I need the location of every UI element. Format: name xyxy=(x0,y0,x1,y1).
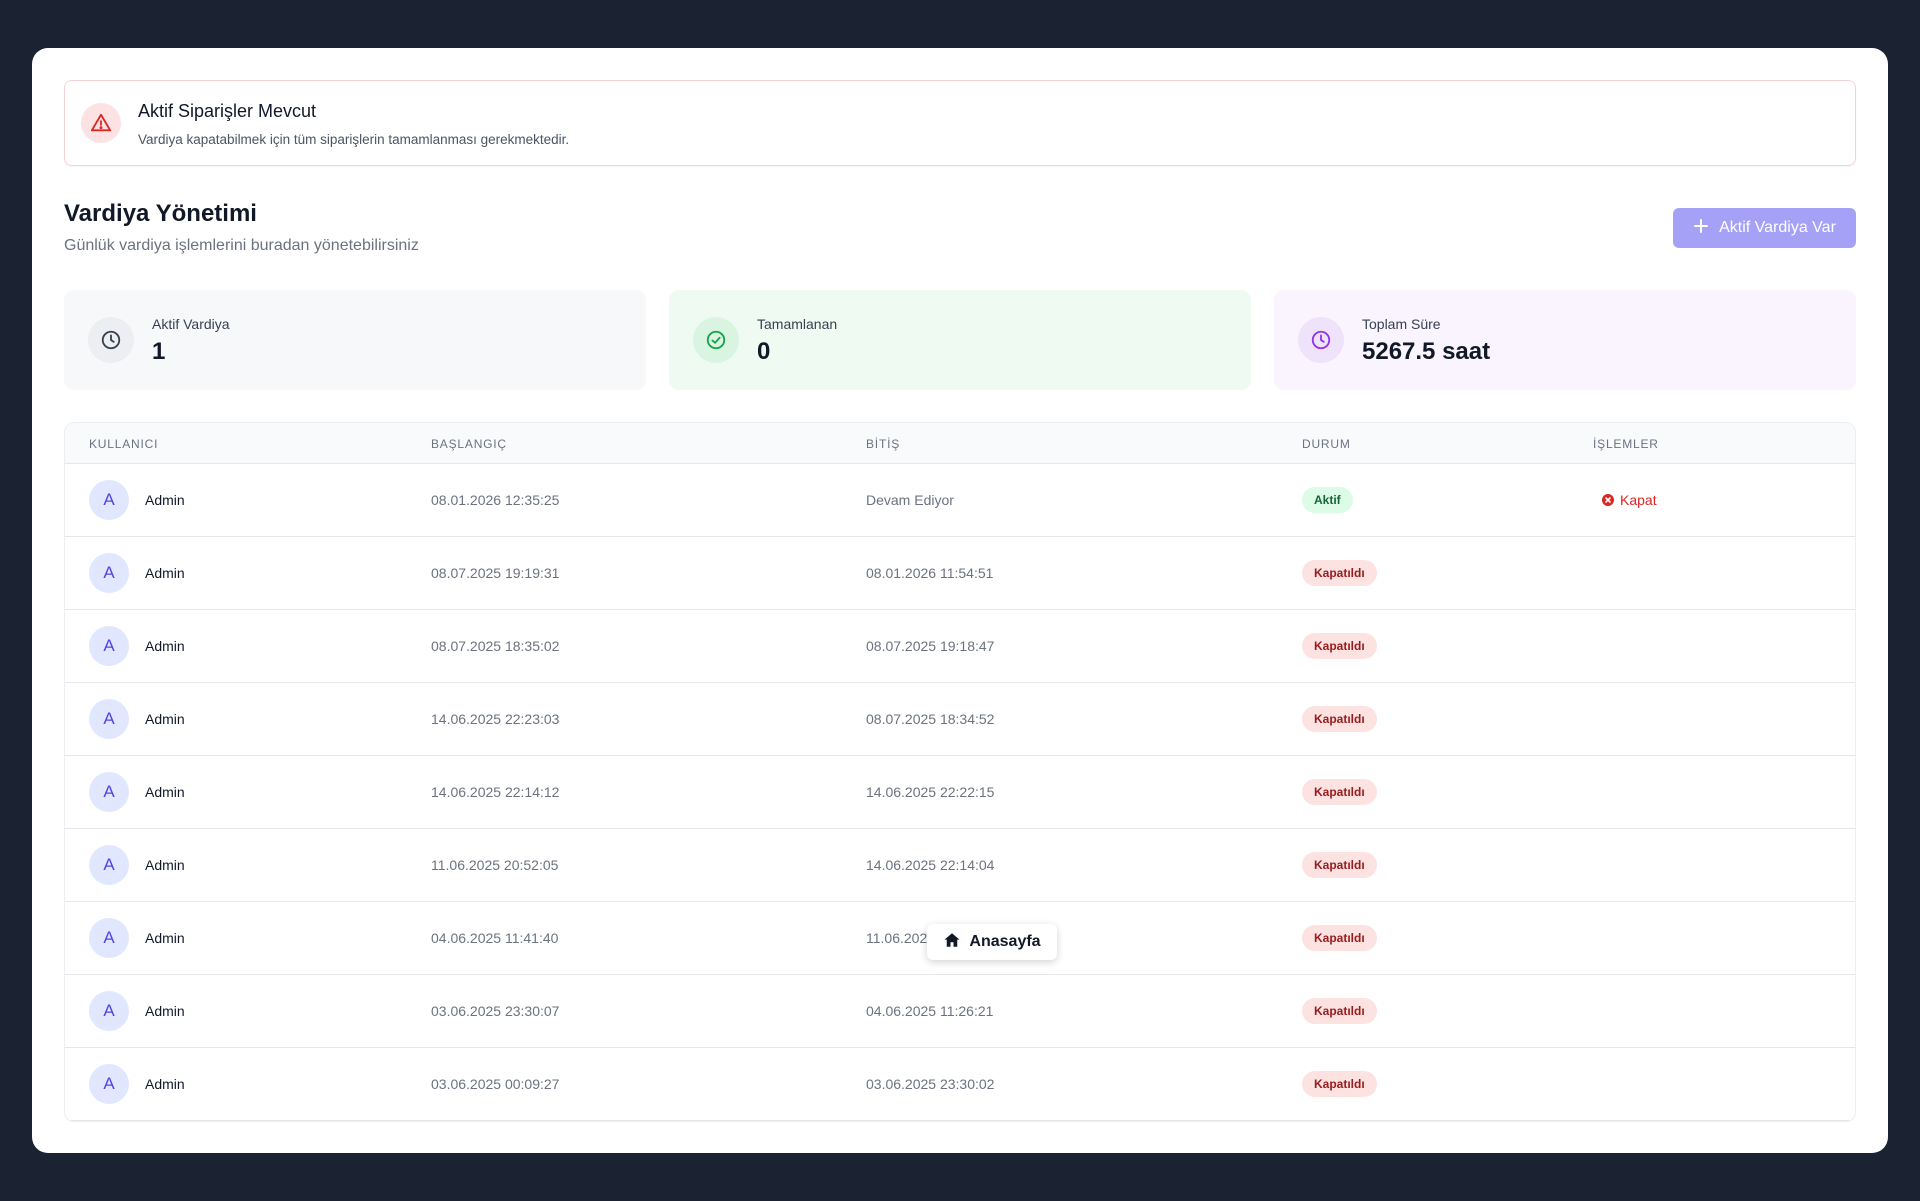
start-time: 11.06.2025 20:52:05 xyxy=(431,857,559,873)
avatar: A xyxy=(89,553,129,593)
start-time: 03.06.2025 23:30:07 xyxy=(431,1003,560,1019)
stat-label: Toplam Süre xyxy=(1362,316,1441,332)
user-name: Admin xyxy=(145,1076,185,1092)
table-row: A Admin 08.07.2025 18:35:02 08.07.2025 1… xyxy=(65,610,1855,683)
end-time: 08.01.2026 11:54:51 xyxy=(866,565,994,581)
start-time: 08.07.2025 19:19:31 xyxy=(431,565,560,581)
stat-value: 0 xyxy=(757,338,771,365)
end-time: Devam Ediyor xyxy=(866,492,954,508)
shifts-table: KULLANICI BAŞLANGIÇ BİTİŞ DURUM İŞLEMLER… xyxy=(64,422,1856,1122)
table-row: A Admin 14.06.2025 22:14:12 14.06.2025 2… xyxy=(65,756,1855,829)
end-time: 04.06.2025 11:26:21 xyxy=(866,1003,994,1019)
start-time: 14.06.2025 22:23:03 xyxy=(431,711,560,727)
page-title: Vardiya Yönetimi xyxy=(64,200,257,227)
home-tooltip-label: Anasayfa xyxy=(969,933,1041,950)
stat-label: Tamamlanan xyxy=(757,316,838,332)
home-tooltip-button[interactable]: Anasayfa xyxy=(927,924,1057,960)
user-name: Admin xyxy=(145,492,185,508)
avatar: A xyxy=(89,480,129,520)
alert-title: Aktif Siparişler Mevcut xyxy=(138,101,317,121)
status-badge: Kapatıldı xyxy=(1302,852,1377,878)
user-name: Admin xyxy=(145,784,185,800)
alert-message: Vardiya kapatabilmek için tüm siparişler… xyxy=(138,132,570,147)
stat-label: Aktif Vardiya xyxy=(152,316,230,332)
column-header-end: BİTİŞ xyxy=(866,437,901,451)
stat-card-total-time: Toplam Süre 5267.5 saat xyxy=(1274,290,1856,390)
column-header-status: DURUM xyxy=(1302,437,1351,451)
status-badge: Kapatıldı xyxy=(1302,1071,1377,1097)
table-row: A Admin 03.06.2025 00:09:27 03.06.2025 2… xyxy=(65,1048,1855,1121)
avatar: A xyxy=(89,991,129,1031)
column-header-user: KULLANICI xyxy=(89,437,159,451)
avatar: A xyxy=(89,1064,129,1104)
stat-value: 1 xyxy=(152,338,166,365)
table-row: A Admin 14.06.2025 22:23:03 08.07.2025 1… xyxy=(65,683,1855,756)
check-circle-icon xyxy=(693,317,739,363)
end-time: 14.06.2025 22:22:15 xyxy=(866,784,995,800)
clock-icon xyxy=(88,317,134,363)
status-badge: Kapatıldı xyxy=(1302,633,1377,659)
end-time: 08.07.2025 19:18:47 xyxy=(866,638,995,654)
status-badge: Kapatıldı xyxy=(1302,998,1377,1024)
close-shift-label: Kapat xyxy=(1620,492,1657,508)
stat-card-active-shift: Aktif Vardiya 1 xyxy=(64,290,646,390)
page-subtitle: Günlük vardiya işlemlerini buradan yönet… xyxy=(64,237,419,254)
end-time: 08.07.2025 18:34:52 xyxy=(866,711,995,727)
avatar: A xyxy=(89,845,129,885)
status-badge: Kapatıldı xyxy=(1302,925,1377,951)
column-header-start: BAŞLANGIÇ xyxy=(431,437,507,451)
user-name: Admin xyxy=(145,711,185,727)
status-badge: Kapatıldı xyxy=(1302,706,1377,732)
clock-icon xyxy=(1298,317,1344,363)
end-time: 14.06.2025 22:14:04 xyxy=(866,857,995,873)
warning-triangle-icon xyxy=(81,103,121,143)
end-time: 03.06.2025 23:30:02 xyxy=(866,1076,995,1092)
start-time: 14.06.2025 22:14:12 xyxy=(431,784,560,800)
start-time: 04.06.2025 11:41:40 xyxy=(431,930,559,946)
user-name: Admin xyxy=(145,930,185,946)
main-card: Aktif Siparişler Mevcut Vardiya kapatabi… xyxy=(32,48,1888,1153)
plus-icon xyxy=(1693,218,1709,239)
active-shift-button-label: Aktif Vardiya Var xyxy=(1719,219,1836,236)
close-shift-button[interactable]: Kapat xyxy=(1602,492,1657,508)
x-circle-icon xyxy=(1602,494,1614,506)
user-name: Admin xyxy=(145,1003,185,1019)
column-header-actions: İŞLEMLER xyxy=(1593,437,1659,451)
avatar: A xyxy=(89,699,129,739)
avatar: A xyxy=(89,772,129,812)
home-icon xyxy=(943,931,961,954)
stat-card-completed: Tamamlanan 0 xyxy=(669,290,1251,390)
start-time: 03.06.2025 00:09:27 xyxy=(431,1076,560,1092)
active-orders-alert: Aktif Siparişler Mevcut Vardiya kapatabi… xyxy=(64,80,1856,166)
table-header: KULLANICI BAŞLANGIÇ BİTİŞ DURUM İŞLEMLER xyxy=(65,423,1855,464)
user-name: Admin xyxy=(145,565,185,581)
table-row: A Admin 08.01.2026 12:35:25 Devam Ediyor… xyxy=(65,464,1855,537)
user-name: Admin xyxy=(145,638,185,654)
status-badge: Kapatıldı xyxy=(1302,779,1377,805)
table-row: A Admin 11.06.2025 20:52:05 14.06.2025 2… xyxy=(65,829,1855,902)
table-row: A Admin 08.07.2025 19:19:31 08.01.2026 1… xyxy=(65,537,1855,610)
status-badge: Kapatıldı xyxy=(1302,560,1377,586)
start-time: 08.07.2025 18:35:02 xyxy=(431,638,560,654)
user-name: Admin xyxy=(145,857,185,873)
start-time: 08.01.2026 12:35:25 xyxy=(431,492,560,508)
active-shift-button[interactable]: Aktif Vardiya Var xyxy=(1673,208,1856,248)
table-row: A Admin 03.06.2025 23:30:07 04.06.2025 1… xyxy=(65,975,1855,1048)
avatar: A xyxy=(89,626,129,666)
stat-value: 5267.5 saat xyxy=(1362,338,1491,365)
avatar: A xyxy=(89,918,129,958)
status-badge: Aktif xyxy=(1302,487,1353,513)
